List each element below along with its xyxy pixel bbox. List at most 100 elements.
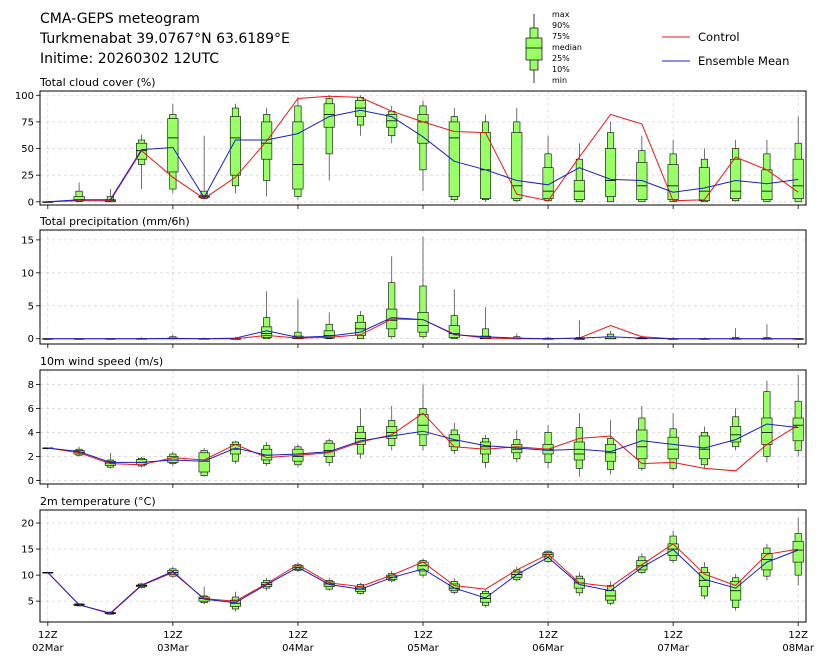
box-inner-25-75: [761, 417, 773, 445]
y-tick-label: 50: [21, 144, 34, 155]
panel-frame: [39, 369, 807, 485]
x-tick-label-hour: 12Z: [163, 630, 183, 641]
x-tick-label-date: 06Mar: [532, 643, 564, 654]
x-tick-label-hour: 12Z: [663, 630, 683, 641]
ensemble-box: [354, 408, 366, 459]
ensemble-box: [792, 374, 804, 457]
ensemble-box: [417, 384, 429, 451]
ensemble-box: [730, 408, 742, 451]
ensemble-box: [605, 330, 617, 340]
box-inner-25-75: [448, 121, 460, 197]
box-outer-10-90: [419, 285, 427, 338]
ensemble-box: [605, 581, 617, 606]
box-inner-25-75: [448, 583, 460, 591]
panel-title: Total cloud cover (%): [39, 76, 156, 89]
x-tick-label-date: 03Mar: [157, 643, 189, 654]
ensemble-box: [354, 311, 366, 340]
legend-label-median: median: [552, 43, 582, 52]
box-inner-25-75: [480, 441, 492, 455]
legend-label-p90: 90%: [552, 21, 570, 30]
ensemble-box: [73, 182, 85, 203]
ensemble-box: [448, 289, 460, 340]
box-inner-25-75: [730, 158, 742, 199]
box-inner-25-75: [354, 100, 366, 117]
header-title: CMA-GEPS meteogram: [40, 11, 200, 27]
ensemble-mean-line: [47, 317, 799, 340]
x-axis-labels: 12Z 02Mar 12Z 03Mar 12Z 04Mar 12Z 05Mar 12Z 06Mar…: [32, 630, 815, 654]
y-tick-label: 10: [21, 571, 34, 582]
box-inner-25-75: [229, 116, 241, 176]
box-inner-25-75: [542, 167, 554, 199]
ensemble-box: [730, 574, 742, 611]
y-tick-label: 20: [21, 519, 34, 530]
x-tick-label-hour: 12Z: [413, 630, 433, 641]
ensemble-box: [636, 553, 648, 575]
ensemble-box: [261, 108, 273, 197]
ensemble-box: [417, 100, 429, 192]
ensemble-box: [511, 430, 523, 463]
ensemble-box: [448, 108, 460, 202]
ensemble-box: [698, 148, 710, 203]
x-tick-label-hour: 12Z: [538, 630, 558, 641]
ensemble-box: [136, 134, 148, 190]
x-tick-label-date: 07Mar: [657, 643, 689, 654]
ensemble-box: [354, 95, 366, 136]
box-inner-25-75: [323, 330, 335, 339]
box-inner-25-75: [417, 414, 429, 436]
legend-label-p10: 10%: [552, 65, 570, 74]
ensemble-box: [761, 140, 773, 203]
ensemble-box: [480, 434, 492, 469]
panel-3: 2m temperature (°C) 5 10 15 20: [21, 495, 807, 626]
box-inner-25-75: [511, 132, 523, 199]
control-line: [47, 543, 799, 615]
box-inner-25-75: [636, 162, 648, 200]
control-line: [47, 95, 799, 203]
legend-label-p75: 75%: [552, 32, 570, 41]
ensemble-box: [323, 312, 335, 340]
box-inner-25-75: [667, 164, 679, 200]
y-tick-label: 15: [21, 235, 34, 246]
box-inner-25-75: [573, 180, 585, 200]
box-inner-25-75: [667, 436, 679, 460]
ensemble-box: [480, 114, 492, 202]
panel-title: 2m temperature (°C): [40, 495, 156, 508]
box-inner-25-75: [167, 118, 179, 173]
header-location: Turkmenabat 39.0767°N 63.6189°E: [39, 31, 290, 47]
ensemble-box: [730, 328, 742, 340]
ensemble-box: [761, 380, 773, 463]
legend-label-p25: 25%: [552, 54, 570, 63]
ensemble-box: [417, 236, 429, 339]
y-tick-label: 4: [28, 428, 34, 439]
panel-title: 10m wind speed (m/s): [40, 355, 163, 368]
x-tick-label-hour: 12Z: [788, 630, 808, 641]
control-line: [47, 412, 799, 472]
ensemble-box: [730, 140, 742, 202]
ensemble-box: [667, 413, 679, 471]
y-tick-label: 75: [21, 117, 34, 128]
y-tick-label: 5: [28, 301, 34, 312]
x-tick-label-date: 05Mar: [407, 643, 439, 654]
panel-0: Total cloud cover (%) 0 25 50 75 100: [15, 76, 807, 209]
box-inner-25-75: [573, 441, 585, 461]
y-tick-label: 25: [21, 171, 34, 182]
box-inner-25-75: [792, 158, 804, 199]
box-inner-25-75: [167, 456, 179, 463]
legend-label-max: max: [552, 10, 570, 19]
x-tick-label-date: 02Mar: [32, 643, 64, 654]
y-tick-label: 2: [28, 452, 34, 463]
ensemble-box: [573, 143, 585, 203]
x-tick-label-date: 04Mar: [282, 643, 314, 654]
legend: max 90% 75% median 25% 10% min Control E…: [525, 10, 789, 85]
panel-title: Total precipitation (mm/6h): [39, 215, 190, 228]
y-tick-label: 0: [28, 476, 34, 487]
box-inner-25-75: [605, 590, 617, 601]
box-inner-25-75: [636, 429, 648, 460]
legend-mean-label: Ensemble Mean: [698, 54, 789, 68]
ensemble-box: [573, 413, 585, 477]
ensemble-box: [511, 108, 523, 202]
box-inner-25-75: [698, 167, 710, 202]
ensemble-box: [792, 116, 804, 203]
y-tick-label: 10: [21, 268, 34, 279]
